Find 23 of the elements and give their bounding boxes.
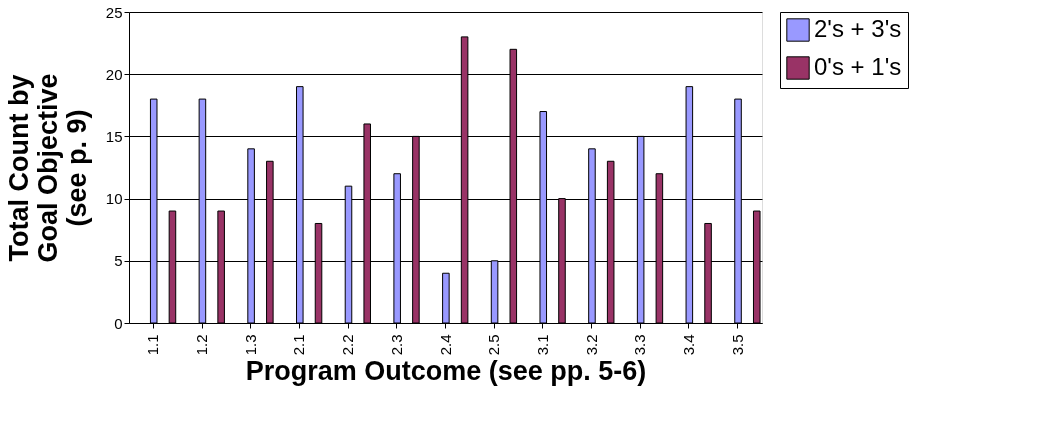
x-tick-label: 1.2 [193, 334, 211, 356]
x-tick-label: 2.1 [290, 334, 308, 356]
x-tick-label: 3.1 [533, 334, 551, 356]
x-tick-label: 3.5 [728, 334, 746, 356]
y-tick-label: 25 [105, 3, 123, 21]
y-tick-label: 20 [105, 65, 123, 83]
x-tick-label: 2.4 [436, 334, 454, 356]
x-tick-label: 1.1 [144, 334, 162, 356]
legend-label: 0's + 1's [814, 53, 902, 80]
y-tick-label: 0 [114, 314, 123, 332]
x-tick-label: 2.5 [485, 334, 503, 356]
x-tick-label: 3.4 [679, 334, 697, 356]
x-tick-label: 3.2 [582, 334, 600, 356]
y-tick-label: 5 [114, 252, 123, 270]
x-tick-label: 3.3 [631, 334, 649, 356]
y-tick-label: 10 [105, 190, 123, 208]
x-tick-label: 1.3 [241, 334, 259, 356]
y-tick-label: 15 [105, 127, 123, 145]
x-tick-label: 2.3 [387, 334, 405, 356]
legend-label: 2's + 3's [814, 15, 902, 42]
x-tick-label: 2.2 [339, 334, 357, 356]
y-axis-title: Total Count by Goal Objective (see p. 9) [3, 73, 92, 263]
x-axis-title: Program Outcome (see pp. 5-6) [245, 356, 647, 387]
